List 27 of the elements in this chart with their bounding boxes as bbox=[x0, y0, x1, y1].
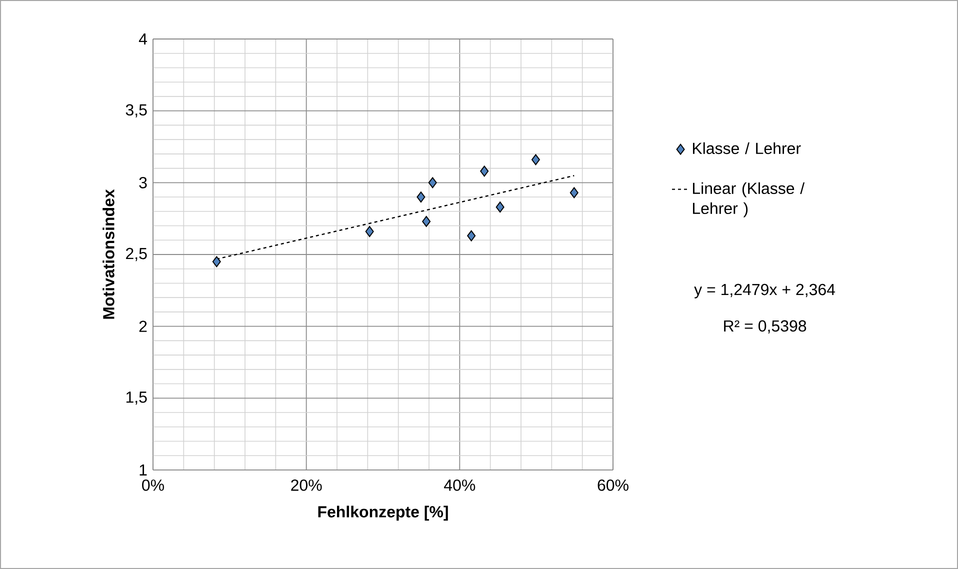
point bbox=[365, 226, 374, 237]
x-tick-label: 0% bbox=[142, 480, 164, 491]
x-tick-label: 20% bbox=[291, 480, 322, 491]
y-axis-title: Motivationsindex bbox=[102, 189, 114, 319]
x-axis-title: Fehlkonzepte [%] bbox=[318, 506, 448, 521]
point bbox=[212, 256, 221, 268]
text: y = 1,2479x + 2,364 bbox=[694, 284, 836, 298]
y-tick-label: 4 bbox=[138, 33, 147, 44]
y-tick-label: 1 bbox=[140, 464, 147, 476]
x-tick-label: 40% bbox=[444, 480, 476, 491]
point bbox=[467, 230, 476, 242]
point bbox=[422, 216, 431, 227]
legend-label: Linear (Klasse / Lehrer ) bbox=[692, 182, 805, 218]
point bbox=[496, 202, 504, 213]
point bbox=[428, 177, 437, 188]
point bbox=[570, 187, 578, 198]
point bbox=[416, 192, 426, 203]
y-tick-label: 2 bbox=[139, 320, 147, 332]
y-tick-label: 3,5 bbox=[126, 104, 147, 118]
text: R² = 0,5398 bbox=[724, 320, 806, 334]
point bbox=[480, 166, 489, 177]
y-tick-label: 3 bbox=[139, 176, 147, 188]
y-tick-label: 1,5 bbox=[126, 392, 147, 405]
y-tick-label: 2,5 bbox=[126, 248, 147, 262]
x-tick-label: 60% bbox=[598, 480, 628, 491]
point bbox=[531, 154, 540, 166]
legend-label: Klasse / Lehrer bbox=[692, 142, 801, 154]
